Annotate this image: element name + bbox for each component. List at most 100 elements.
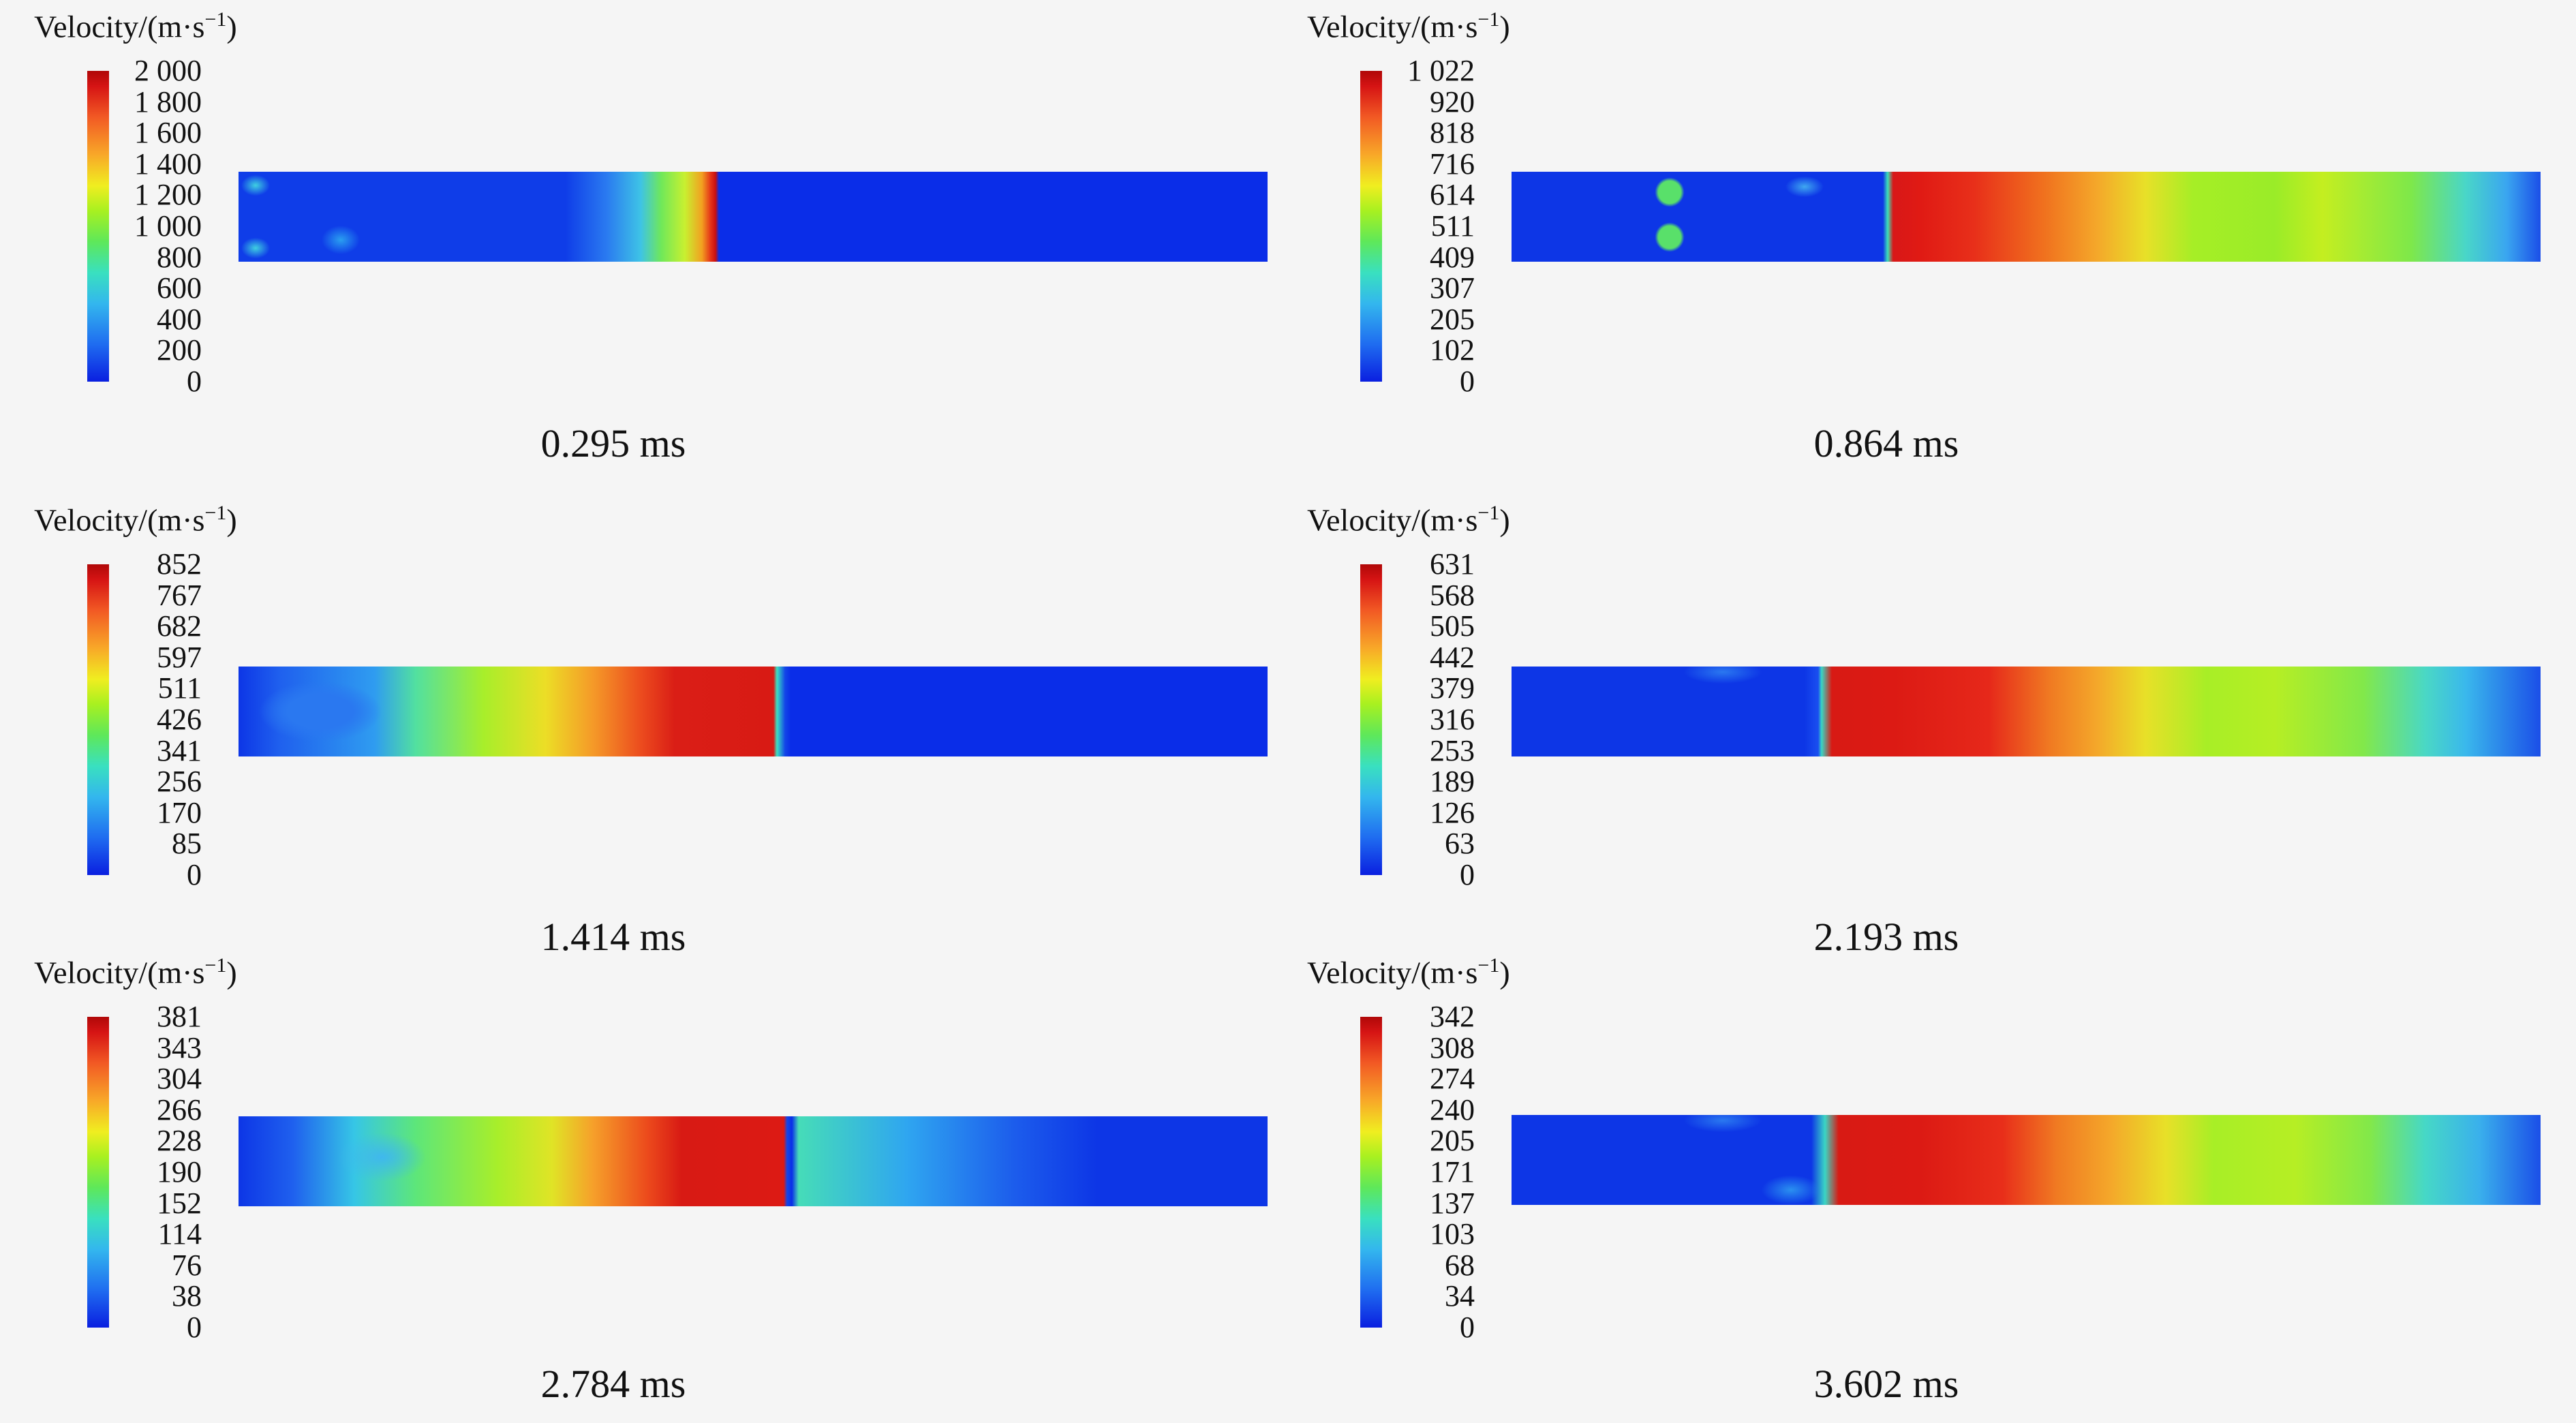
velocity-panel-2: Velocity/(m·s−1) 1 022 920 818 716 614 5… (1273, 0, 2547, 477)
time-label: 1.414 ms (540, 915, 686, 959)
tick-label: 316 (1430, 703, 1475, 736)
time-label: 2.784 ms (540, 1362, 686, 1406)
tick-label: 274 (1430, 1062, 1475, 1096)
tick-label: 716 (1430, 147, 1475, 181)
tick-label: 767 (157, 578, 202, 612)
tick-label: 63 (1445, 827, 1475, 861)
velocity-panel-1: Velocity/(m·s−1) 2 000 1 800 1 600 1 400… (0, 0, 1274, 477)
tick-label: 205 (1430, 302, 1475, 336)
colorbar-ticks: 631 568 505 442 379 316 253 189 126 63 0 (1386, 549, 1482, 890)
tick-label: 190 (157, 1155, 202, 1189)
tick-label: 266 (157, 1092, 202, 1127)
tick-label: 304 (157, 1062, 202, 1096)
tick-label: 1 000 (134, 209, 202, 243)
tick-label: 852 (157, 547, 202, 581)
tick-label: 34 (1445, 1279, 1475, 1313)
velocity-field (239, 1116, 1268, 1206)
tick-label: 102 (1430, 333, 1475, 367)
colorbar (1360, 564, 1382, 875)
tick-label: 400 (157, 302, 202, 336)
tick-label: 614 (1430, 178, 1475, 212)
colorbar (87, 71, 109, 382)
tick-label: 1 600 (134, 116, 202, 150)
colorbar-title: Velocity/(m·s−1) (34, 502, 237, 538)
time-label: 3.602 ms (1813, 1362, 1959, 1406)
tick-label: 85 (172, 827, 202, 861)
colorbar-title: Velocity/(m·s−1) (34, 954, 237, 990)
velocity-field (1512, 1115, 2541, 1205)
tick-label: 818 (1430, 116, 1475, 150)
tick-label: 379 (1430, 671, 1475, 705)
colorbar (1360, 1017, 1382, 1328)
colorbar-title: Velocity/(m·s−1) (1307, 8, 1510, 44)
tick-label: 343 (157, 1030, 202, 1065)
tick-label: 0 (1460, 1311, 1475, 1344)
tick-label: 631 (1430, 547, 1475, 581)
tick-label: 409 (1430, 240, 1475, 274)
time-label: 2.193 ms (1813, 915, 1959, 959)
tick-label: 1 400 (134, 147, 202, 181)
colorbar-ticks: 1 022 920 818 716 614 511 409 307 205 10… (1386, 56, 1482, 397)
tick-label: 0 (1460, 365, 1475, 398)
tick-label: 682 (157, 609, 202, 643)
time-label: 0.295 ms (540, 421, 686, 465)
tick-label: 920 (1430, 85, 1475, 119)
colorbar-ticks: 2 000 1 800 1 600 1 400 1 200 1 000 800 … (113, 56, 209, 397)
velocity-field (239, 172, 1268, 262)
tick-label: 126 (1430, 795, 1475, 829)
tick-label: 381 (157, 1000, 202, 1033)
tick-label: 505 (1430, 609, 1475, 643)
tick-label: 308 (1430, 1030, 1475, 1065)
colorbar (87, 564, 109, 875)
tick-label: 253 (1430, 733, 1475, 767)
velocity-field (1512, 667, 2541, 756)
tick-label: 1 800 (134, 85, 202, 119)
colorbar-title: Velocity/(m·s−1) (1307, 502, 1510, 538)
tick-label: 511 (157, 671, 202, 705)
tick-label: 103 (1430, 1217, 1475, 1251)
velocity-panel-4: Velocity/(m·s−1) 631 568 505 442 379 316… (1273, 493, 2547, 970)
tick-label: 597 (157, 640, 202, 674)
colorbar-ticks: 381 343 304 266 228 190 152 114 76 38 0 (113, 1002, 209, 1343)
tick-label: 568 (1430, 578, 1475, 612)
tick-label: 152 (157, 1186, 202, 1220)
tick-label: 189 (1430, 765, 1475, 799)
time-label: 0.864 ms (1813, 421, 1959, 465)
colorbar (1360, 71, 1382, 382)
velocity-field (1512, 172, 2541, 262)
velocity-panel-3: Velocity/(m·s−1) 852 767 682 597 511 426… (0, 493, 1274, 970)
colorbar-title: Velocity/(m·s−1) (34, 8, 237, 44)
tick-label: 137 (1430, 1186, 1475, 1220)
tick-label: 256 (157, 765, 202, 799)
tick-label: 307 (1430, 271, 1475, 305)
tick-label: 0 (187, 858, 202, 891)
tick-label: 442 (1430, 640, 1475, 674)
velocity-panel-5: Velocity/(m·s−1) 381 343 304 266 228 190… (0, 946, 1274, 1423)
tick-label: 2 000 (134, 54, 202, 87)
colorbar (87, 1017, 109, 1328)
tick-label: 800 (157, 240, 202, 274)
tick-label: 0 (187, 1311, 202, 1344)
tick-label: 1 200 (134, 178, 202, 212)
tick-label: 426 (157, 703, 202, 736)
tick-label: 170 (157, 795, 202, 829)
tick-label: 511 (1430, 209, 1475, 243)
tick-label: 171 (1430, 1155, 1475, 1189)
colorbar-title: Velocity/(m·s−1) (1307, 954, 1510, 990)
tick-label: 76 (172, 1248, 202, 1282)
tick-label: 114 (157, 1217, 202, 1251)
tick-label: 342 (1430, 1000, 1475, 1033)
velocity-panel-6: Velocity/(m·s−1) 342 308 274 240 205 171… (1273, 946, 2547, 1423)
tick-label: 0 (1460, 858, 1475, 891)
velocity-field (239, 667, 1268, 756)
tick-label: 68 (1445, 1248, 1475, 1282)
colorbar-ticks: 852 767 682 597 511 426 341 256 170 85 0 (113, 549, 209, 890)
tick-label: 228 (157, 1124, 202, 1158)
colorbar-ticks: 342 308 274 240 205 171 137 103 68 34 0 (1386, 1002, 1482, 1343)
tick-label: 205 (1430, 1124, 1475, 1158)
tick-label: 200 (157, 333, 202, 367)
tick-label: 1 022 (1407, 54, 1475, 87)
tick-label: 240 (1430, 1092, 1475, 1127)
tick-label: 38 (172, 1279, 202, 1313)
tick-label: 600 (157, 271, 202, 305)
